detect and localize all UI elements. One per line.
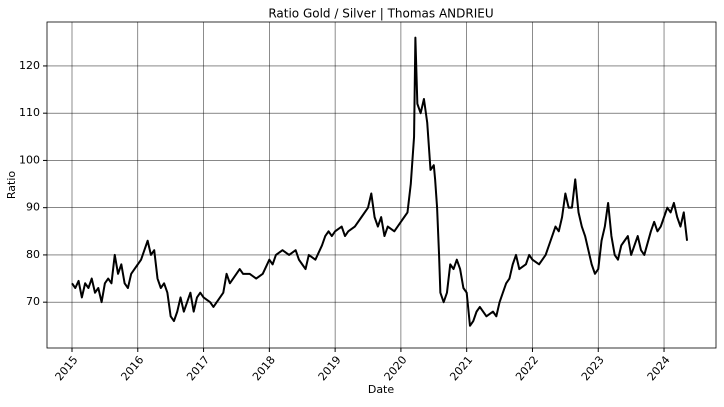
y-axis-label: Ratio <box>5 171 18 200</box>
y-tick-label: 100 <box>19 153 40 166</box>
y-tick-label: 70 <box>26 295 40 308</box>
chart-title: Ratio Gold / Silver | Thomas ANDRIEU <box>268 7 493 21</box>
plot-frame <box>46 21 717 349</box>
y-tick-label: 110 <box>19 106 40 119</box>
y-tick-label: 80 <box>26 248 40 261</box>
data-line <box>71 36 689 327</box>
x-axis-label: Date <box>368 383 395 396</box>
y-tick-label: 120 <box>19 59 40 72</box>
y-tick-label: 90 <box>26 201 40 214</box>
